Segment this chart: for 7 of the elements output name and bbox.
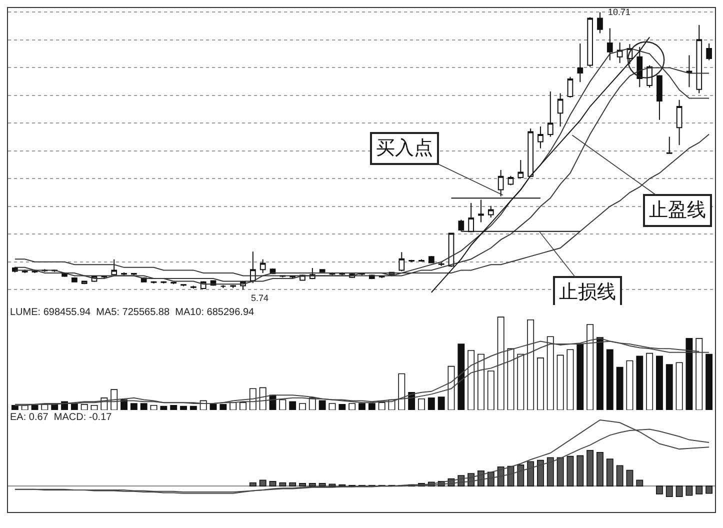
annotation: LUME: 698455.94 MA5: 725565.88 MA10: 685296.94 [10,307,254,318]
annotation: 止损线 [559,282,616,303]
annotation: 10.71 [608,7,631,17]
annotation: EA: 0.67 MACD: -0.17 [10,412,112,423]
annotation: 买入点 [376,138,433,159]
text: 5.74 [251,293,269,303]
annotation: 止盈线 [649,200,706,221]
